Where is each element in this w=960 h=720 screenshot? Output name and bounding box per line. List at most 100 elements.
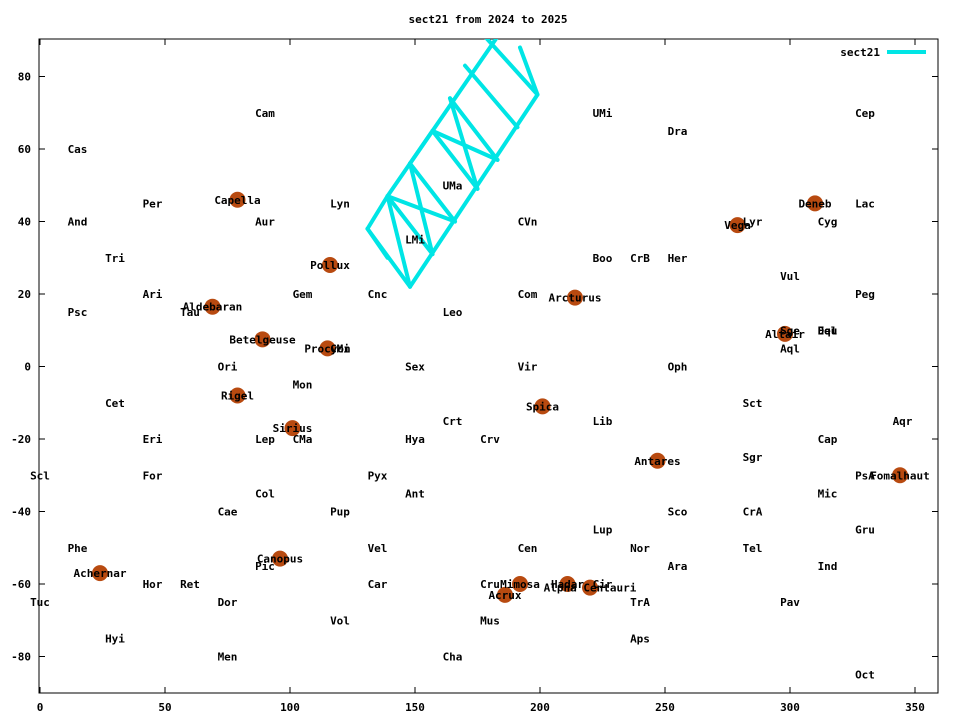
constellation-label-32: Pup <box>330 506 350 519</box>
star-marker-10 <box>534 398 551 415</box>
constellation-label-28: Lyn <box>330 197 350 210</box>
series-segment-0-3 <box>385 194 435 257</box>
star-marker-2 <box>254 331 271 348</box>
constellation-label-66: Sct <box>743 397 763 410</box>
star-label-16: Vega <box>724 219 751 232</box>
constellation-label-38: Ant <box>405 487 425 500</box>
star-marker-3 <box>229 387 246 404</box>
constellation-label-27: Cam <box>255 107 275 120</box>
star-label-12: Acrux <box>488 589 521 602</box>
y-tick-label-3: -20 <box>11 433 31 446</box>
constellation-label-75: Del <box>818 324 838 337</box>
constellation-label-9: For <box>143 469 163 482</box>
series-segment-0-11 <box>463 63 520 130</box>
constellation-label-1: And <box>68 216 88 229</box>
series-segment-0-2 <box>385 194 412 289</box>
y-tick-label-6: 40 <box>18 216 31 229</box>
y-tick-label-7: 60 <box>18 143 31 156</box>
x-tick-label-1: 50 <box>158 701 171 714</box>
constellation-label-53: Boo <box>593 252 613 265</box>
constellation-label-70: Pav <box>780 596 800 609</box>
series-segment-0-5 <box>408 161 435 257</box>
star-label-10: Spica <box>526 400 559 413</box>
star-marker-4 <box>284 420 301 437</box>
constellation-label-5: Ari <box>143 288 163 301</box>
legend-label: sect21 <box>840 46 880 59</box>
star-label-2: Betelgeuse <box>229 333 296 346</box>
x-tick-label-0: 0 <box>37 701 44 714</box>
series-segment-0-14 <box>448 96 480 191</box>
x-tick-label-4: 200 <box>530 701 550 714</box>
constellation-label-11: Phe <box>68 542 88 555</box>
constellation-label-59: Aps <box>630 632 650 645</box>
star-marker-11 <box>512 576 528 592</box>
star-label-0: Capella <box>214 194 260 207</box>
constellation-label-24: Mon <box>293 379 313 392</box>
constellation-label-48: Com <box>518 288 538 301</box>
x-tick-label-6: 300 <box>780 701 800 714</box>
constellation-label-13: Hyi <box>105 632 125 645</box>
star-label-13: Hadar <box>551 578 584 591</box>
legend: sect21 <box>840 46 926 59</box>
constellation-label-30: CMi <box>330 342 350 355</box>
star-marker-5 <box>322 257 338 273</box>
star-marker-1 <box>204 298 221 315</box>
star-label-17: Deneb <box>798 197 831 210</box>
constellation-label-65: Lyr <box>743 216 763 229</box>
constellation-label-76: Equ <box>818 324 838 337</box>
star-marker-18 <box>777 325 793 342</box>
constellation-label-84: Gru <box>855 524 875 537</box>
constellation-label-83: PsA <box>855 469 875 482</box>
constellation-label-74: Cyg <box>818 216 838 229</box>
chart-title: sect21 from 2024 to 2025 <box>409 13 568 26</box>
constellation-label-34: Vel <box>368 542 388 555</box>
constellation-label-23: Ori <box>218 361 238 374</box>
star-marker-16 <box>729 217 746 234</box>
constellation-label-36: Vol <box>330 614 350 627</box>
constellation-label-62: Oph <box>668 361 688 374</box>
y-tick-label-2: -40 <box>11 506 31 519</box>
constellation-label-43: Crv <box>480 433 500 446</box>
star-marker-17 <box>807 195 823 212</box>
star-label-7: Canopus <box>257 553 303 566</box>
constellation-label-68: CrA <box>743 506 763 519</box>
x-tick-label-7: 350 <box>905 701 925 714</box>
series-segment-0-13 <box>365 226 390 260</box>
star-marker-7 <box>272 550 288 567</box>
x-tick-label-5: 250 <box>655 701 675 714</box>
series-segment-0-0 <box>365 45 540 289</box>
constellation-label-52: UMi <box>593 107 613 120</box>
constellation-label-31: Sex <box>405 361 425 374</box>
constellation-label-44: Cru <box>480 578 500 591</box>
y-tick-label-4: 0 <box>24 361 31 374</box>
constellation-label-69: Tel <box>743 542 763 555</box>
star-label-6: Procyon <box>304 342 350 355</box>
constellation-label-37: Hya <box>405 433 425 446</box>
star-marker-9 <box>567 289 583 306</box>
constellation-label-81: Lac <box>855 197 875 210</box>
x-tick-label-3: 150 <box>405 701 425 714</box>
star-label-5: Pollux <box>310 259 350 272</box>
constellation-label-22: CMa <box>293 433 313 446</box>
constellation-label-6: Tau <box>180 306 200 319</box>
y-tick-label-0: -80 <box>11 651 31 664</box>
constellation-label-16: Dor <box>218 596 238 609</box>
constellation-label-26: Aur <box>255 216 275 229</box>
constellation-label-21: Lep <box>255 433 275 446</box>
stars-layer <box>92 191 908 603</box>
constellation-label-2: Tri <box>105 252 125 265</box>
constellation-label-77: Cap <box>818 433 838 446</box>
x-tick-label-2: 100 <box>280 701 300 714</box>
star-label-9: Arcturus <box>549 292 602 305</box>
constellation-label-85: Oct <box>855 669 875 682</box>
constellation-label-51: Cir <box>593 578 613 591</box>
star-marker-14 <box>582 579 598 596</box>
constellation-label-20: Pic <box>255 560 275 573</box>
constellation-label-45: Mus <box>480 614 500 627</box>
star-marker-15 <box>649 452 666 469</box>
y-tick-label-5: 20 <box>18 288 31 301</box>
constellation-label-12: Tuc <box>30 596 50 609</box>
constellation-label-63: Sco <box>668 506 688 519</box>
y-tick-label-8: 80 <box>18 71 31 84</box>
